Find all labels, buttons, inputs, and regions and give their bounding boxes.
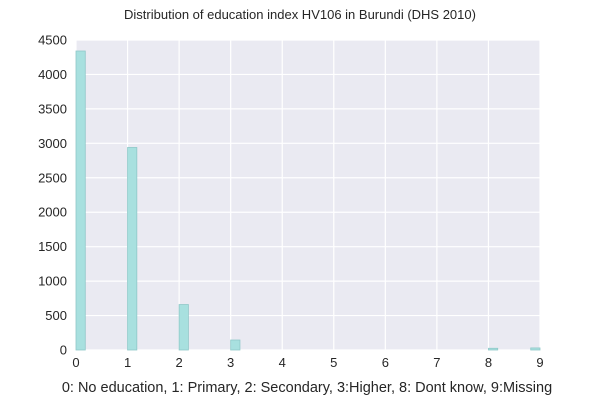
x-tick-label: 3 bbox=[227, 355, 234, 370]
y-tick-label: 0 bbox=[60, 343, 67, 358]
bar-9 bbox=[530, 347, 541, 351]
x-tick-labels: 0 1 2 3 4 5 6 7 8 9 bbox=[72, 355, 543, 370]
grid-lines bbox=[75, 39, 541, 351]
plot-area bbox=[76, 40, 540, 350]
bar-0 bbox=[75, 50, 86, 351]
x-axis-label: 0: No education, 1: Primary, 2: Secondar… bbox=[62, 380, 552, 396]
x-tick-label: 7 bbox=[433, 355, 440, 370]
y-tick-label: 1000 bbox=[38, 274, 67, 289]
x-tick-label: 5 bbox=[330, 355, 337, 370]
y-tick-label: 1500 bbox=[38, 239, 67, 254]
x-tick-label: 1 bbox=[124, 355, 131, 370]
bar-8 bbox=[488, 347, 499, 351]
x-tick-label: 4 bbox=[279, 355, 286, 370]
bar-2 bbox=[178, 304, 189, 351]
y-tick-label: 3500 bbox=[38, 101, 67, 116]
y-tick-label: 2500 bbox=[38, 170, 67, 185]
x-tick-label: 9 bbox=[536, 355, 543, 370]
y-tick-label: 4000 bbox=[38, 67, 67, 82]
y-tick-label: 500 bbox=[45, 308, 67, 323]
x-tick-label: 6 bbox=[382, 355, 389, 370]
y-tick-label: 4500 bbox=[38, 33, 67, 48]
x-tick-label: 0 bbox=[72, 355, 79, 370]
x-tick-label: 8 bbox=[485, 355, 492, 370]
bars bbox=[75, 50, 541, 351]
y-tick-labels: 0 500 1000 1500 2000 2500 3000 3500 4000 4500 bbox=[38, 33, 67, 358]
bar-3 bbox=[230, 339, 241, 351]
chart-title: Distribution of education index HV106 in… bbox=[124, 7, 476, 22]
y-tick-label: 3000 bbox=[38, 136, 67, 151]
x-tick-label: 2 bbox=[175, 355, 182, 370]
y-tick-label: 2000 bbox=[38, 205, 67, 220]
bar-1 bbox=[127, 147, 138, 351]
